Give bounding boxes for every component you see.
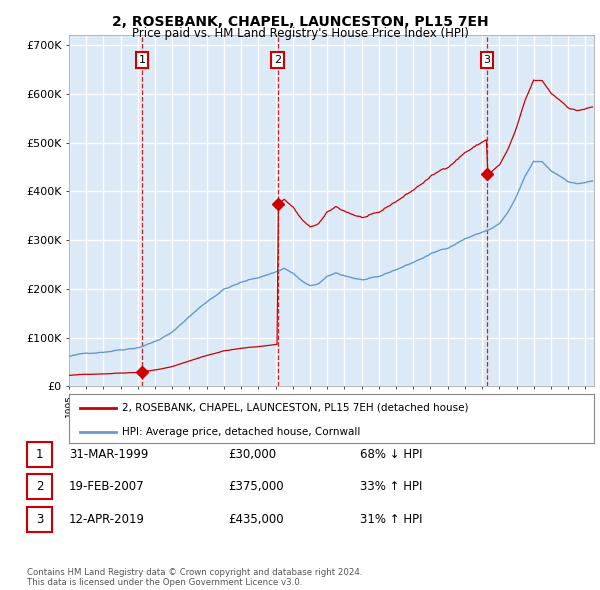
Text: Price paid vs. HM Land Registry's House Price Index (HPI): Price paid vs. HM Land Registry's House … [131,27,469,40]
Text: 31-MAR-1999: 31-MAR-1999 [69,448,148,461]
Text: £435,000: £435,000 [228,513,284,526]
Text: 2: 2 [36,480,43,493]
Text: 19-FEB-2007: 19-FEB-2007 [69,480,145,493]
Text: 12-APR-2019: 12-APR-2019 [69,513,145,526]
Text: £30,000: £30,000 [228,448,276,461]
Text: £375,000: £375,000 [228,480,284,493]
Text: 3: 3 [484,55,490,65]
Text: Contains HM Land Registry data © Crown copyright and database right 2024.
This d: Contains HM Land Registry data © Crown c… [27,568,362,587]
Text: 2, ROSEBANK, CHAPEL, LAUNCESTON, PL15 7EH: 2, ROSEBANK, CHAPEL, LAUNCESTON, PL15 7E… [112,15,488,29]
Text: 2, ROSEBANK, CHAPEL, LAUNCESTON, PL15 7EH (detached house): 2, ROSEBANK, CHAPEL, LAUNCESTON, PL15 7E… [121,402,468,412]
Text: 3: 3 [36,513,43,526]
Text: 1: 1 [139,55,146,65]
Text: 33% ↑ HPI: 33% ↑ HPI [360,480,422,493]
Text: 1: 1 [36,448,43,461]
Text: 2: 2 [274,55,281,65]
Text: 31% ↑ HPI: 31% ↑ HPI [360,513,422,526]
Text: HPI: Average price, detached house, Cornwall: HPI: Average price, detached house, Corn… [121,427,360,437]
Text: 68% ↓ HPI: 68% ↓ HPI [360,448,422,461]
